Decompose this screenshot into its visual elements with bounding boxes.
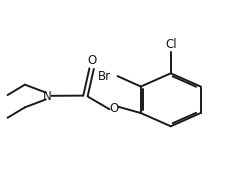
Text: N: N	[43, 89, 51, 103]
Text: Br: Br	[98, 70, 110, 83]
Text: O: O	[109, 102, 118, 115]
Text: O: O	[87, 55, 96, 68]
Text: Cl: Cl	[165, 38, 176, 51]
